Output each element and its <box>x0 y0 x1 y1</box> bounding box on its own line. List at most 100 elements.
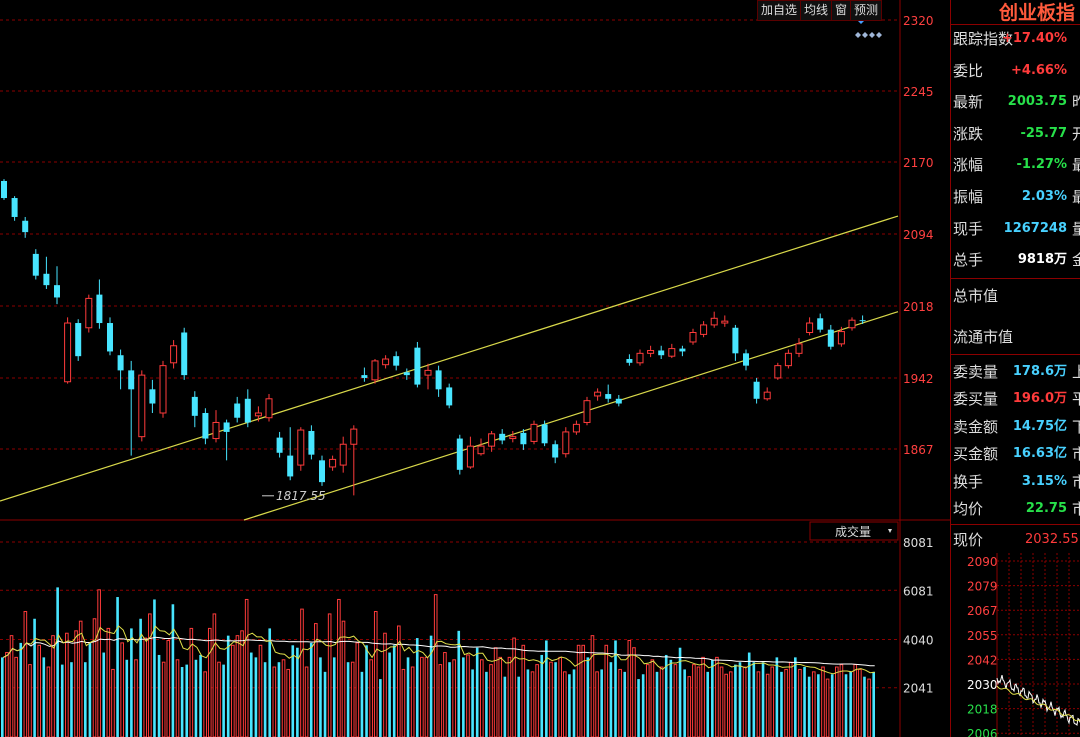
candle-body <box>509 436 517 440</box>
price-tick-label: 2245 <box>903 85 934 99</box>
quote-label: 涨跌 <box>953 124 984 143</box>
volume-bar <box>88 642 92 737</box>
candle-body <box>138 374 146 438</box>
mini-tick-label: 2042 <box>967 653 998 667</box>
candle-body <box>700 324 708 335</box>
forecast-button[interactable]: 预测 <box>850 0 883 21</box>
volume-bar <box>545 640 548 737</box>
mini-tick-label: 2006 <box>967 727 998 737</box>
quote-label: 振幅 <box>953 188 984 206</box>
volume-bar <box>475 647 479 737</box>
volume-bar <box>281 659 286 737</box>
volume-bar <box>291 645 295 737</box>
quote-next-label: 金 <box>1072 247 1080 273</box>
volume-panel-label: 成交量 <box>835 524 871 539</box>
cap-label: 总市值 <box>953 287 999 305</box>
mini-tick-label: 2067 <box>967 604 998 618</box>
volume-bar <box>83 662 87 737</box>
quote-next-label: 昨 <box>1072 89 1080 115</box>
order-row: 委卖量 178.6万上 <box>953 359 1080 385</box>
candle-body <box>297 429 305 466</box>
candle-body <box>382 358 390 366</box>
candle-body <box>477 445 485 455</box>
volume-bar <box>825 678 830 737</box>
ma-button[interactable]: 均线 <box>800 0 833 21</box>
candle-body <box>329 458 337 468</box>
volume-bar <box>23 611 28 737</box>
window-button[interactable]: 窗 <box>831 0 852 21</box>
volume-bar <box>807 676 811 737</box>
candle-body <box>784 352 792 367</box>
volume-bar <box>296 647 299 737</box>
candle-body <box>32 253 39 276</box>
volume-bar <box>696 666 701 737</box>
volume-bar <box>46 666 51 737</box>
candle-body <box>594 391 602 397</box>
mini-avg-line <box>996 685 1080 722</box>
volume-bar <box>462 657 465 737</box>
volume-bar <box>618 668 622 737</box>
candle-body <box>117 355 124 371</box>
volume-bar <box>125 659 129 737</box>
candle-body <box>763 391 771 400</box>
volume-bar <box>134 659 138 737</box>
volume-bar <box>226 635 230 737</box>
volume-bar <box>244 598 249 737</box>
add-watchlist-button[interactable]: 加自选 <box>757 0 802 21</box>
candle-body <box>827 329 834 347</box>
candle-body <box>859 320 866 322</box>
candle-body <box>371 360 379 381</box>
cap-row: 总市值 <box>953 283 1080 309</box>
volume-bar <box>765 673 770 737</box>
candle-body <box>721 320 729 324</box>
volume-bar <box>365 645 368 737</box>
candle-body <box>658 350 665 356</box>
volume-bar <box>830 674 834 737</box>
volume-bar <box>286 668 290 737</box>
volume-bar <box>392 645 396 737</box>
candle-body <box>319 460 325 483</box>
volume-bar <box>517 676 520 737</box>
candle-body <box>64 322 72 383</box>
quote-next-label: 开 <box>1072 121 1080 147</box>
volume-bar <box>770 666 775 737</box>
volume-bar <box>734 664 737 737</box>
volume-bar <box>397 625 401 737</box>
marker-diamond-icon <box>855 32 861 38</box>
volume-bar <box>683 669 686 737</box>
quote-row: 涨幅 -1.27%最 <box>953 152 1080 178</box>
volume-bar <box>576 644 581 737</box>
channel-line <box>0 215 899 502</box>
order-label: 换手 <box>953 472 984 491</box>
chart-toolbar: 加自选 均线 窗 预测 <box>757 0 883 21</box>
mini-tick-label: 2055 <box>967 629 998 643</box>
quote-row: 总手 9818万金 <box>953 247 1080 273</box>
volume-bar <box>706 671 710 737</box>
volume-bar <box>277 662 281 737</box>
volume-bar <box>756 671 761 737</box>
volume-bar <box>853 664 858 737</box>
volume-bar <box>530 671 535 737</box>
volume-bar <box>614 640 617 737</box>
candle-body <box>732 327 739 354</box>
volume-bar <box>558 656 562 737</box>
cap-row: 流通市值 <box>953 324 1080 350</box>
price-tick-label: 1942 <box>903 372 934 386</box>
volume-bar <box>341 620 346 737</box>
volume-bar <box>106 627 111 737</box>
volume-bar <box>199 654 202 737</box>
volume-bar <box>659 666 664 737</box>
candle-body <box>54 285 60 298</box>
quote-label: 委比 <box>953 61 984 80</box>
volume-bar <box>166 639 171 737</box>
mini-price-row: 现价 2032.55 <box>953 527 1080 553</box>
order-next-label: 市 <box>1072 469 1080 495</box>
volume-bar <box>738 662 742 737</box>
volume-bar <box>452 659 456 737</box>
candle-body <box>710 317 718 326</box>
candle-body <box>339 443 347 466</box>
kline-chart[interactable]: 2320 2245 2170 2094 2018 1942 1867 1817.55 8081 6… <box>0 0 950 737</box>
volume-bar <box>65 632 69 737</box>
volume-bar <box>355 642 360 737</box>
volume-bar <box>664 654 668 737</box>
